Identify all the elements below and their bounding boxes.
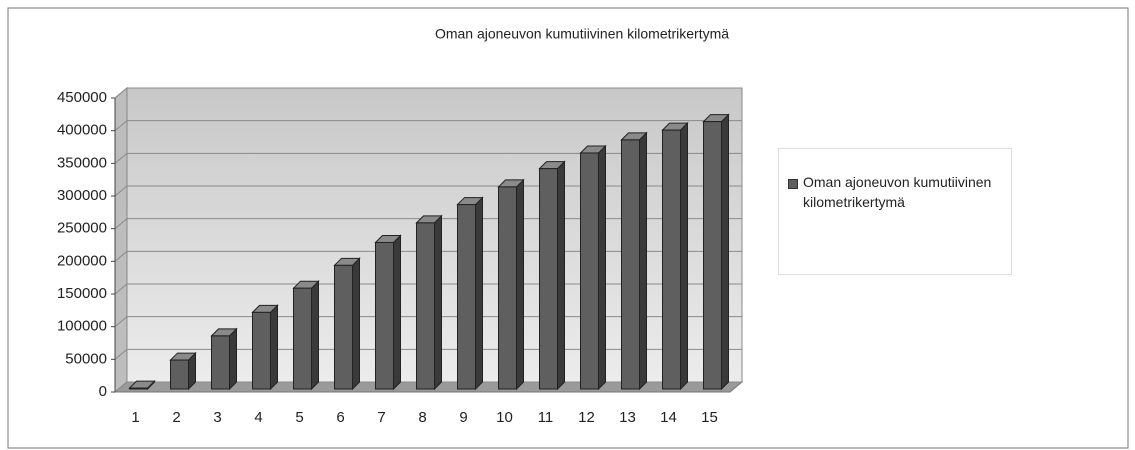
x-tick-label: 10 — [496, 409, 513, 426]
bar-side — [270, 304, 278, 391]
bar-side — [311, 279, 319, 391]
bar-side — [598, 144, 606, 391]
bar — [252, 311, 271, 390]
grid-line-side — [114, 283, 128, 295]
grid-line-side — [114, 185, 128, 197]
grid-line-side — [114, 381, 128, 393]
grid-line-side — [114, 348, 128, 360]
grid-line-side — [114, 218, 128, 230]
grid-line-side — [114, 87, 128, 99]
grid-line-side — [114, 120, 128, 132]
bar-side — [475, 196, 483, 391]
y-tick-label: 400000 — [57, 122, 107, 139]
x-tick-label: 12 — [578, 409, 595, 426]
x-tick-label: 1 — [131, 409, 139, 426]
x-tick-label: 3 — [213, 409, 221, 426]
bar — [416, 222, 435, 390]
grid-line-side — [114, 152, 128, 164]
y-tick-label: 150000 — [57, 285, 107, 302]
bar-side — [557, 160, 565, 391]
bar-side — [639, 131, 647, 391]
side-wall — [114, 86, 128, 394]
x-tick-label: 15 — [701, 409, 718, 426]
chart-title: Oman ajoneuvon kumutiivinen kilometriker… — [435, 26, 729, 42]
x-tick-label: 13 — [619, 409, 636, 426]
chart-border — [7, 7, 1129, 449]
y-tick-label: 50000 — [65, 350, 107, 367]
bar-side — [680, 121, 688, 391]
bar-side — [393, 234, 401, 391]
bar — [293, 287, 312, 390]
x-tick-label: 4 — [254, 409, 262, 426]
bar — [129, 387, 148, 390]
bar-side — [721, 113, 729, 391]
y-tick-label: 450000 — [57, 89, 107, 106]
bar — [211, 335, 230, 390]
x-tick-label: 2 — [172, 409, 180, 426]
bar — [662, 129, 681, 390]
bar — [375, 241, 394, 390]
x-tick-label: 7 — [377, 409, 385, 426]
grid-line-side — [114, 250, 128, 262]
x-tick-label: 5 — [295, 409, 303, 426]
bar-side — [516, 178, 524, 391]
bar — [580, 152, 599, 390]
x-tick-label: 9 — [459, 409, 467, 426]
x-tick-label: 14 — [660, 409, 677, 426]
y-tick-label: 100000 — [57, 318, 107, 335]
x-tick-label: 8 — [418, 409, 426, 426]
bar — [334, 264, 353, 390]
bar — [498, 186, 517, 390]
y-tick-label: 0 — [99, 383, 107, 400]
bar — [539, 168, 558, 390]
x-tick-label: 11 — [538, 409, 554, 426]
bar-side — [352, 257, 360, 391]
bar — [703, 121, 722, 390]
y-tick-label: 200000 — [57, 252, 107, 269]
bar — [457, 204, 476, 390]
y-tick-label: 350000 — [57, 154, 107, 171]
legend-swatch — [788, 179, 798, 189]
bar-side — [434, 214, 442, 391]
bar-side — [229, 327, 237, 391]
y-tick-label: 250000 — [57, 220, 107, 237]
legend: Oman ajoneuvon kumutiivinen kilometriker… — [778, 148, 1012, 275]
legend-label: Oman ajoneuvon kumutiivinen kilometriker… — [803, 174, 992, 210]
bar — [170, 359, 189, 390]
y-tick-label: 300000 — [57, 187, 107, 204]
x-tick-label: 6 — [336, 409, 344, 426]
grid-line-side — [114, 316, 128, 328]
bar — [621, 139, 640, 390]
